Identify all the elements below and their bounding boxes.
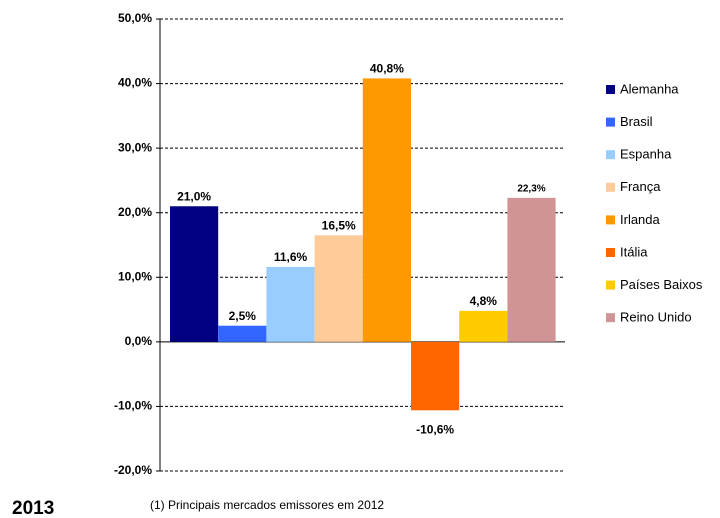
bar	[266, 266, 315, 342]
legend-swatch	[606, 182, 615, 192]
legend-label: Espanha	[620, 147, 672, 162]
y-tick-label: 10,0%	[118, 269, 152, 283]
legend-swatch	[606, 248, 615, 257]
value-label: 21,0%	[177, 189, 211, 203]
legend-swatch	[606, 117, 615, 127]
bar	[507, 197, 556, 342]
bar	[411, 341, 460, 411]
y-tick-label: 0,0%	[125, 334, 153, 348]
y-tick-label: -10,0%	[114, 399, 152, 413]
value-label: 22,3%	[517, 184, 545, 195]
value-label: -10,6%	[416, 422, 454, 436]
bar	[314, 235, 363, 342]
legend-swatch	[606, 215, 615, 225]
value-label: 16,5%	[322, 218, 356, 232]
bar	[362, 78, 411, 342]
legend-swatch	[606, 150, 615, 160]
bar	[170, 206, 219, 342]
legend-label: Alemanha	[620, 81, 679, 96]
year-label: 2013	[12, 498, 54, 518]
legend-label: Reino Unido	[620, 310, 692, 325]
legend-label: Itália	[620, 244, 648, 259]
value-label: 40,8%	[370, 62, 404, 76]
y-tick-label: 20,0%	[118, 205, 152, 219]
y-tick-label: 50,0%	[118, 11, 152, 25]
legend-swatch	[606, 280, 615, 290]
y-tick-label: 30,0%	[118, 140, 152, 154]
value-label: 2,5%	[229, 309, 257, 323]
bar	[459, 310, 508, 342]
footnote: (1) Principais mercados emissores em 201…	[150, 498, 384, 512]
legend-swatch	[606, 313, 615, 323]
value-label: 11,6%	[274, 250, 308, 264]
y-tick-label: -20,0%	[114, 463, 152, 477]
legend-label: Países Baixos	[620, 277, 703, 292]
bar	[218, 325, 267, 342]
legend-label: França	[620, 179, 661, 194]
legend-swatch	[606, 85, 615, 94]
legend-label: Irlanda	[620, 212, 661, 227]
value-label: 4,8%	[470, 294, 498, 308]
y-tick-label: 40,0%	[118, 76, 152, 90]
legend-label: Brasil	[620, 114, 653, 129]
